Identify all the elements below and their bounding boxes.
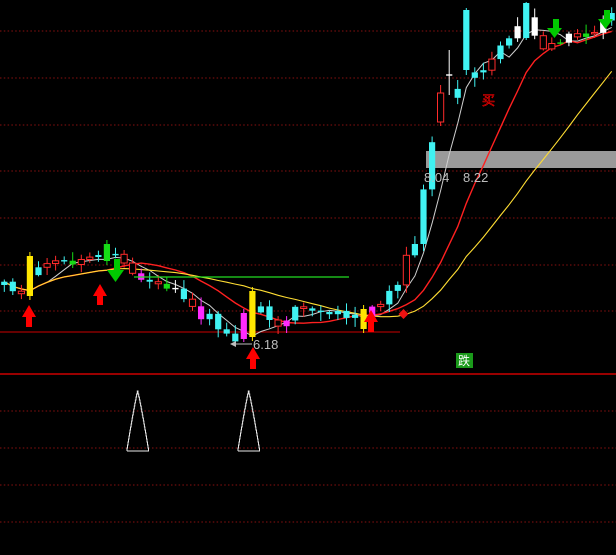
svg-text:6.18: 6.18 xyxy=(253,337,278,352)
svg-text:跌: 跌 xyxy=(458,353,470,368)
svg-text:8.22: 8.22 xyxy=(463,170,488,185)
svg-text:买: 买 xyxy=(482,93,495,108)
svg-text:8.04: 8.04 xyxy=(424,170,449,185)
